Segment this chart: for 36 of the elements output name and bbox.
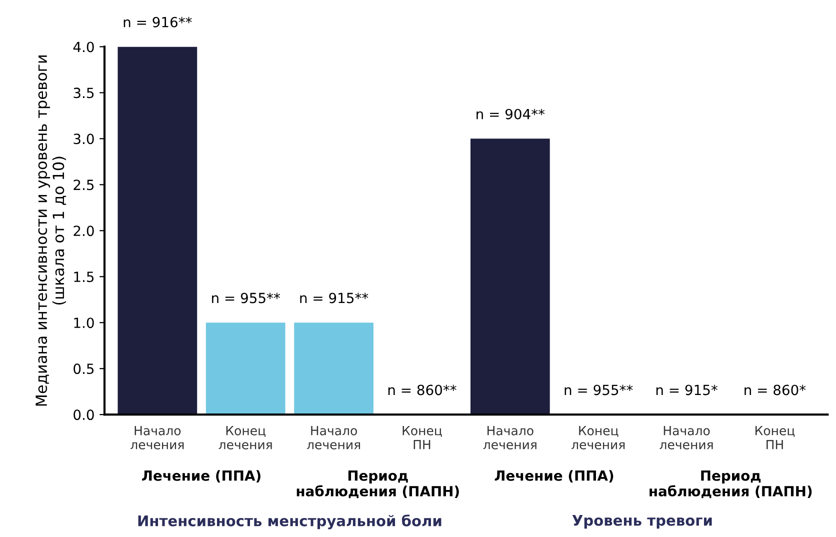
annotation: n = 955** bbox=[564, 384, 633, 396]
x-tick-label: Начало лечения bbox=[483, 426, 536, 450]
text: Интенсивность менструальной боли bbox=[138, 514, 442, 530]
y-tick-label: 1.0 bbox=[74, 318, 94, 328]
x-tick-label: Конец ПН bbox=[756, 426, 795, 450]
text: Уровень тревоги bbox=[572, 515, 712, 529]
y-axis-title: Медиана интенсивности и уровень тревоги (шкала от 1 до 10) bbox=[36, 56, 66, 406]
bar bbox=[470, 138, 550, 415]
x-tick-label: Начало лечения bbox=[660, 426, 713, 450]
x-tick-label: Конец лечения bbox=[572, 426, 625, 450]
x-tick-label: Конец лечения bbox=[218, 426, 272, 450]
text: Лечение (ППА) bbox=[494, 470, 614, 483]
text: Лечение (ППА) bbox=[142, 470, 260, 483]
annotation: n = 860* bbox=[744, 384, 806, 396]
annotation: n = 955** bbox=[212, 292, 280, 304]
y-tick-label: 1.5 bbox=[74, 272, 94, 282]
x-tick-label: Начало лечения bbox=[130, 426, 184, 450]
y-tick-label: 0.5 bbox=[74, 364, 94, 374]
annotation: n = 860** bbox=[388, 384, 456, 396]
y-tick-label: 0.0 bbox=[74, 410, 94, 420]
bar bbox=[294, 322, 374, 415]
y-tick-label: 3.0 bbox=[74, 134, 94, 144]
y-tick-label: 4.0 bbox=[73, 42, 94, 52]
annotation: n = 904** bbox=[476, 108, 545, 120]
y-tick-label: 2.0 bbox=[74, 226, 94, 236]
text: Период наблюдения (ПАПН) bbox=[650, 470, 812, 498]
x-tick-label: Конец ПН bbox=[402, 426, 442, 450]
annotation: n = 915** bbox=[300, 292, 368, 304]
bar bbox=[206, 322, 286, 415]
bar bbox=[118, 46, 198, 415]
text: Период наблюдения (ПАПН) bbox=[296, 470, 459, 498]
text: n = 916** bbox=[124, 16, 192, 28]
y-tick-label: 2.5 bbox=[74, 180, 94, 190]
y-tick-label: 3.5 bbox=[74, 88, 94, 98]
annotation: n = 915* bbox=[656, 384, 718, 396]
x-tick-label: Начало лечения bbox=[306, 426, 360, 450]
